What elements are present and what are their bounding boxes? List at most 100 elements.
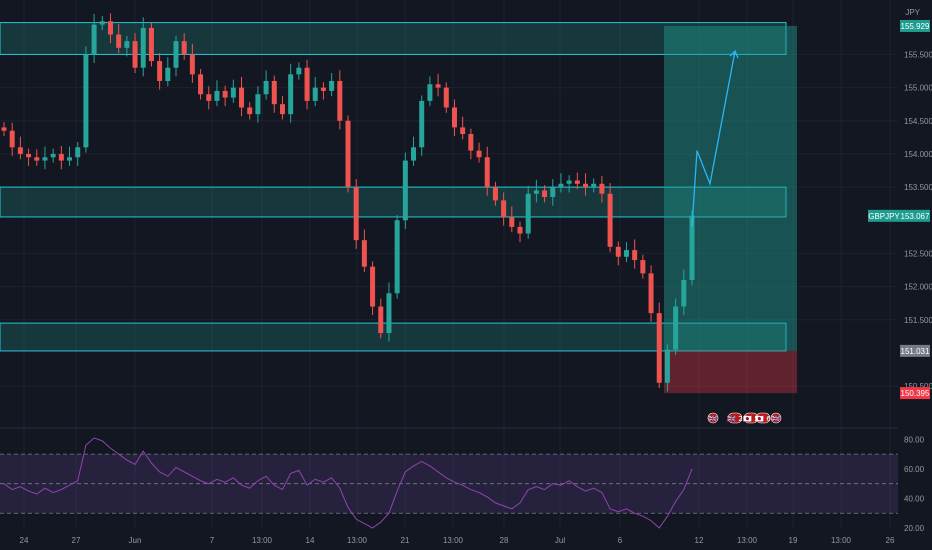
candle-body (222, 90, 228, 98)
candle-body (640, 260, 646, 274)
price-tick-label: 154.500 (904, 117, 932, 126)
candle-body (689, 215, 695, 280)
candle-body (492, 187, 498, 201)
supply-demand-zone (0, 186, 787, 218)
candle-body (353, 187, 359, 241)
candle-body (345, 120, 351, 188)
candle-body (591, 183, 597, 188)
price-tick-label: 152.000 (904, 283, 932, 292)
time-tick-label: 14 (306, 536, 315, 545)
candle-body (17, 147, 23, 154)
candle-body (566, 180, 572, 184)
time-tick-label: 13:00 (252, 536, 273, 545)
candle-body (378, 306, 384, 334)
candle-body (599, 183, 605, 194)
candle-body (370, 266, 376, 307)
time-tick-label: 19 (789, 536, 798, 545)
candle-body (615, 246, 621, 257)
candle-body (623, 250, 629, 257)
candle-body (173, 41, 179, 68)
rsi-tick-label: 40.00 (904, 494, 925, 503)
candle-body (91, 24, 97, 55)
candle-body (132, 41, 138, 68)
time-tick-label: Jul (555, 536, 565, 545)
candle-body (263, 80, 269, 95)
candle-body (140, 27, 146, 68)
time-tick-label: 26 (886, 536, 895, 545)
candle-body (533, 190, 539, 194)
price-tick-label: 152.500 (904, 249, 932, 258)
candle-body (648, 273, 654, 314)
projection-path (691, 50, 736, 227)
candle-body (656, 313, 662, 383)
candle-body (99, 21, 105, 25)
symbol-badge (868, 209, 900, 222)
candle-body (181, 41, 187, 55)
price-badge-label: 155.929 (901, 22, 930, 31)
candle-body (271, 80, 277, 105)
candle-body (107, 21, 113, 35)
candle-body (34, 157, 40, 161)
economic-event-label: 🇬🇧 2 (727, 415, 742, 423)
candle-body (476, 150, 482, 158)
price-badge-label: 151.031 (901, 347, 930, 356)
candle-body (239, 87, 245, 108)
candle-body (386, 293, 392, 334)
price-badge (900, 344, 930, 357)
time-tick-label: Jun (129, 536, 142, 545)
economic-event-label: 🇬🇧 (772, 415, 781, 423)
candle-body (247, 107, 253, 115)
supply-demand-zone (0, 22, 787, 55)
currency-label: JPY (905, 8, 920, 17)
economic-event-label: 🇬🇧 (709, 415, 718, 423)
candle-body (320, 87, 326, 91)
candle-body (1, 127, 7, 131)
candle-body (501, 200, 507, 217)
rsi-line (3, 437, 693, 529)
candle-body (75, 147, 81, 158)
price-badge (900, 209, 930, 222)
candle-body (279, 104, 285, 115)
price-badge-label: 150.395 (901, 389, 930, 398)
candle-body (83, 54, 89, 148)
time-tick-label: 6 (618, 536, 623, 545)
economic-event-icon (755, 412, 771, 424)
economic-event-label: 🇯🇵 5 (743, 415, 758, 423)
candle-body (124, 41, 130, 48)
candle-body (411, 147, 417, 161)
candle-body (525, 193, 531, 234)
candle-body (451, 107, 457, 128)
price-tick-label: 155.500 (904, 50, 932, 59)
time-tick-label: 21 (401, 536, 410, 545)
candle-body (9, 130, 15, 148)
candle-body (116, 34, 122, 48)
candle-body (329, 80, 335, 91)
candle-body (574, 180, 580, 184)
candle-body (230, 87, 236, 98)
candle-body (402, 160, 408, 221)
candle-body (26, 153, 32, 158)
candle-body (664, 349, 670, 383)
price-tick-label: 155.000 (904, 84, 932, 93)
time-tick-label: 28 (500, 536, 509, 545)
time-tick-label: 13:00 (347, 536, 368, 545)
candle-body (214, 90, 220, 101)
time-tick-label: 24 (20, 536, 29, 545)
candle-body (189, 54, 195, 75)
price-tick-label: 151.500 (904, 316, 932, 325)
candle-body (460, 127, 466, 135)
candle-body (673, 306, 679, 350)
candle-body (509, 216, 515, 227)
price-tick-label: 150.500 (904, 382, 932, 391)
candle-body (419, 100, 425, 148)
economic-event-icon (727, 412, 743, 424)
time-tick-label: 12 (695, 536, 704, 545)
candle-body (361, 240, 367, 267)
candle-body (42, 157, 48, 161)
candle-body (583, 183, 589, 188)
candle-body (165, 67, 171, 81)
economic-event-icon (707, 412, 719, 424)
rsi-tick-label: 80.00 (904, 435, 925, 444)
candle-body (632, 250, 638, 261)
